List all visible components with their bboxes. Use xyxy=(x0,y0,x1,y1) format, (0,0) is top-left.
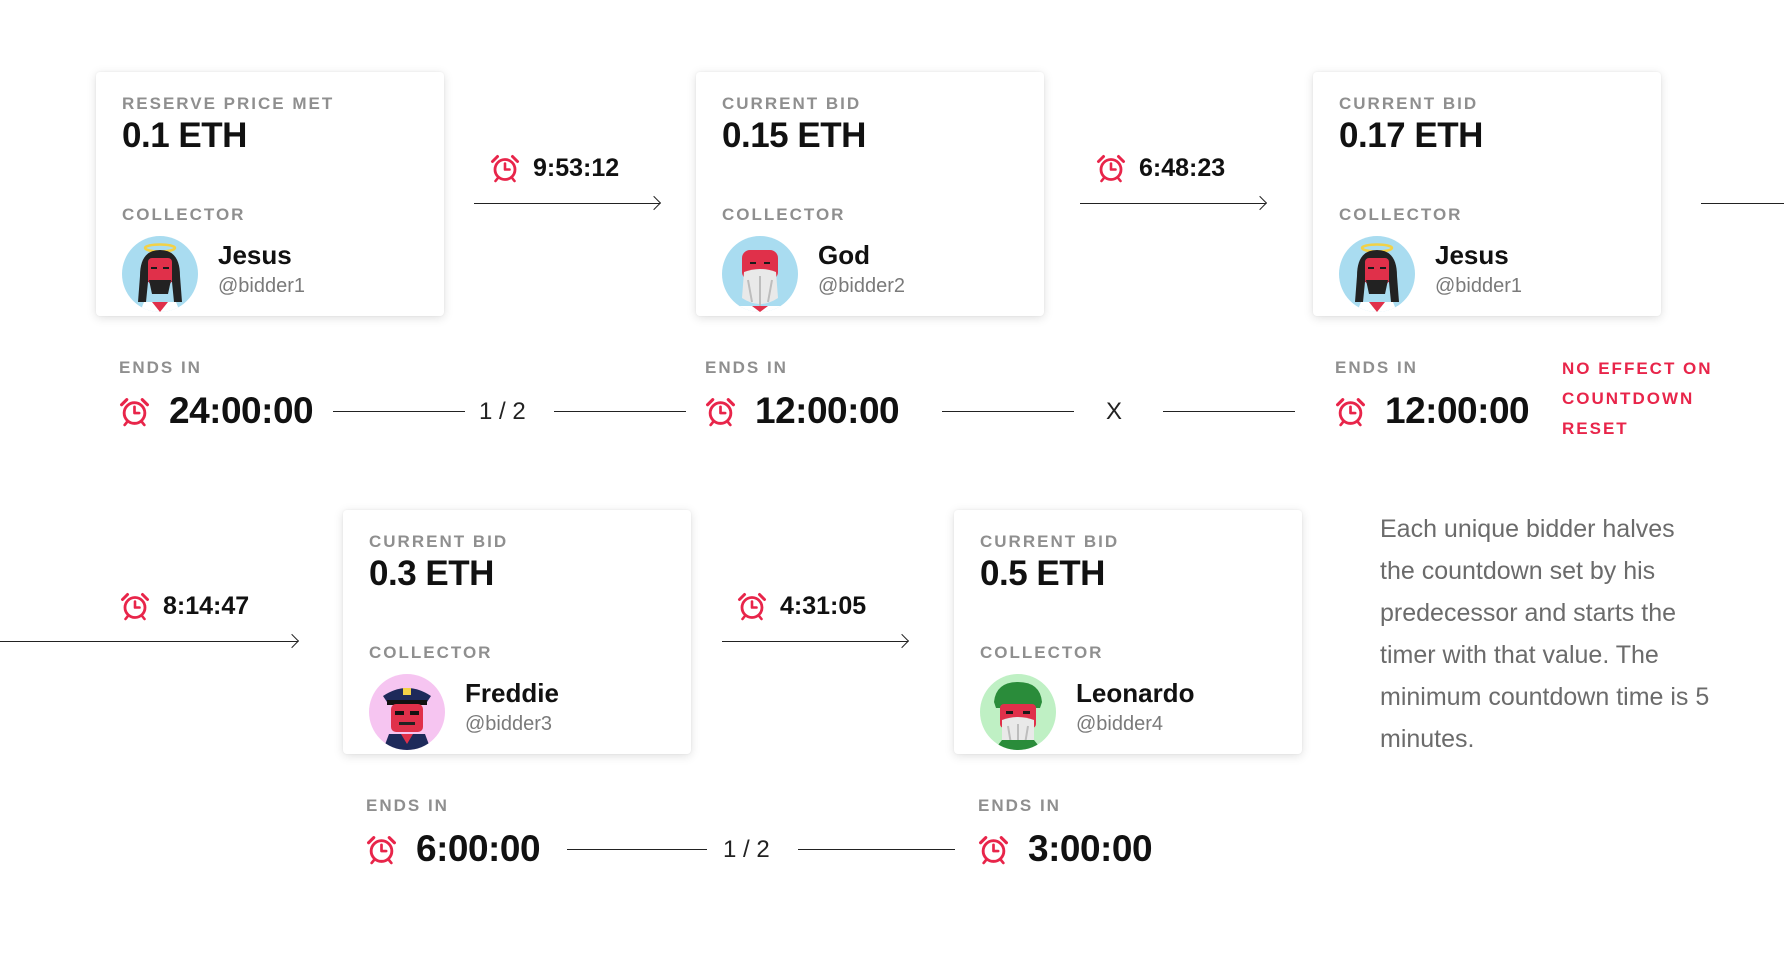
rule-description: Each unique bidder halves the countdown … xyxy=(1380,515,1710,753)
continuation-line xyxy=(1701,203,1784,204)
card-status-label: CURRENT BID xyxy=(722,94,862,113)
connector-line xyxy=(567,849,707,850)
alarm-clock-icon xyxy=(119,396,150,427)
bid-card: CURRENT BID 0.15 ETH COLLECTOR God @bidd… xyxy=(696,72,1044,316)
countdown-time: 12:00:00 xyxy=(1385,390,1530,431)
collector-name: Jesus xyxy=(1435,240,1509,270)
halve-operator: 1 / 2 xyxy=(479,398,526,425)
arrow-line xyxy=(0,641,298,642)
card-status-label: RESERVE PRICE MET xyxy=(122,94,335,113)
collector-name: Jesus xyxy=(218,240,292,270)
alarm-clock-icon xyxy=(1335,396,1366,427)
collector: God @bidder2 xyxy=(722,236,1018,316)
collector-name: Leonardo xyxy=(1076,678,1195,708)
arrow-right-icon xyxy=(284,633,300,649)
elapsed-time: 9:53:12 xyxy=(533,154,620,182)
card-status-label: CURRENT BID xyxy=(1339,94,1479,113)
connector-line xyxy=(1163,411,1295,412)
alarm-clock-icon xyxy=(120,591,150,621)
collector-label: COLLECTOR xyxy=(722,205,846,224)
collector-handle: @bidder3 xyxy=(465,713,553,735)
alarm-clock-icon xyxy=(978,834,1009,865)
collector-handle: @bidder4 xyxy=(1076,713,1164,735)
connector-line xyxy=(333,411,465,412)
collector-label: COLLECTOR xyxy=(122,205,246,224)
collector-label: COLLECTOR xyxy=(980,643,1104,662)
elapsed-timer: 8:14:47 xyxy=(120,591,249,621)
countdown-time: 12:00:00 xyxy=(755,390,900,431)
arrow-line xyxy=(1080,203,1266,204)
alarm-clock-icon xyxy=(490,153,520,183)
countdown-time: 3:00:00 xyxy=(1028,828,1153,869)
halve-operator: 1 / 2 xyxy=(723,836,770,863)
countdown-time: 24:00:00 xyxy=(169,390,314,431)
collector-handle: @bidder1 xyxy=(1435,275,1523,297)
bid-card: CURRENT BID 0.17 ETH COLLECTOR Jesus @bi… xyxy=(1313,72,1661,316)
collector-label: COLLECTOR xyxy=(1339,205,1463,224)
countdown: 12:00:00 xyxy=(1335,390,1530,432)
bid-price: 0.17 ETH xyxy=(1339,116,1483,155)
ends-in-label: ENDS IN xyxy=(705,358,788,377)
arrow-line xyxy=(474,203,660,204)
countdown-time: 6:00:00 xyxy=(416,828,541,869)
jesus-avatar-icon xyxy=(1339,236,1415,312)
bid-price: 0.3 ETH xyxy=(369,554,494,593)
bid-card: CURRENT BID 0.3 ETH COLLECTOR Freddie @b… xyxy=(343,510,691,754)
collector-label: COLLECTOR xyxy=(369,643,493,662)
collector-name: Freddie xyxy=(465,678,559,708)
alarm-clock-icon xyxy=(366,834,397,865)
bid-price: 0.15 ETH xyxy=(722,116,866,155)
god-avatar-icon xyxy=(722,236,798,312)
no-change-operator: X xyxy=(1106,398,1123,425)
elapsed-time: 6:48:23 xyxy=(1139,154,1226,182)
connector-line xyxy=(798,849,955,850)
collector: Jesus @bidder1 xyxy=(122,236,418,316)
elapsed-timer: 9:53:12 xyxy=(490,153,619,183)
bid-card: CURRENT BID 0.5 ETH COLLECTOR Leonardo @… xyxy=(954,510,1302,754)
elapsed-timer: 6:48:23 xyxy=(1096,153,1225,183)
collector-handle: @bidder2 xyxy=(818,275,906,297)
ends-in-label: ENDS IN xyxy=(119,358,202,377)
alarm-clock-icon xyxy=(737,591,767,621)
ends-in-label: ENDS IN xyxy=(978,796,1061,815)
leonardo-avatar-icon xyxy=(980,674,1056,750)
collector: Leonardo @bidder4 xyxy=(980,674,1276,754)
collector-handle: @bidder1 xyxy=(218,275,306,297)
elapsed-timer: 4:31:05 xyxy=(737,591,866,621)
bid-price: 0.1 ETH xyxy=(122,116,247,155)
arrow-line xyxy=(722,641,908,642)
connector-line xyxy=(942,411,1074,412)
collector-name: God xyxy=(818,240,870,270)
collector: Jesus @bidder1 xyxy=(1339,236,1635,316)
card-status-label: CURRENT BID xyxy=(980,532,1120,551)
bid-card: RESERVE PRICE MET 0.1 ETH COLLECTOR Jesu… xyxy=(96,72,444,316)
elapsed-time: 8:14:47 xyxy=(163,592,250,620)
arrow-right-icon xyxy=(894,633,910,649)
countdown: 24:00:00 xyxy=(119,390,314,432)
alarm-clock-icon xyxy=(1096,153,1126,183)
elapsed-time: 4:31:05 xyxy=(780,592,867,620)
police-avatar-icon xyxy=(369,674,445,750)
jesus-avatar-icon xyxy=(122,236,198,312)
collector: Freddie @bidder3 xyxy=(369,674,665,754)
ends-in-label: ENDS IN xyxy=(1335,358,1418,377)
arrow-right-icon xyxy=(646,195,662,211)
alarm-clock-icon xyxy=(705,396,736,427)
countdown: 12:00:00 xyxy=(705,390,900,432)
bid-price: 0.5 ETH xyxy=(980,554,1105,593)
countdown: 6:00:00 xyxy=(366,828,541,870)
no-effect-note: NO EFFECT ON COUNTDOWN RESET xyxy=(1562,359,1713,438)
ends-in-label: ENDS IN xyxy=(366,796,449,815)
arrow-right-icon xyxy=(1252,195,1268,211)
connector-line xyxy=(554,411,686,412)
card-status-label: CURRENT BID xyxy=(369,532,509,551)
countdown: 3:00:00 xyxy=(978,828,1153,870)
